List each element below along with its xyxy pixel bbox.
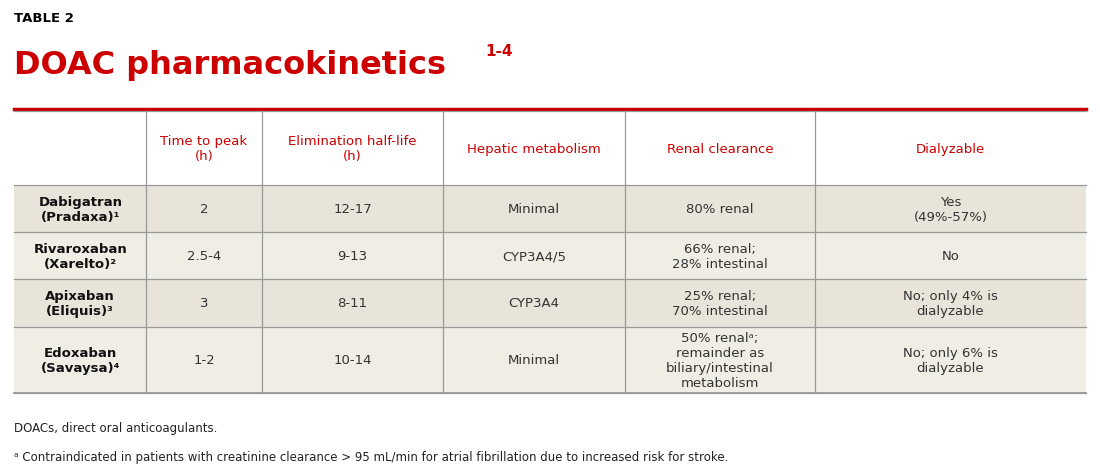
Text: Edoxaban
(Savaysa)⁴: Edoxaban (Savaysa)⁴	[41, 346, 120, 374]
Text: DOACs, direct oral anticoagulants.: DOACs, direct oral anticoagulants.	[14, 421, 218, 434]
Text: 50% renalᵃ;
remainder as
biliary/intestinal
metabolism: 50% renalᵃ; remainder as biliary/intesti…	[667, 331, 773, 389]
Text: 2.5-4: 2.5-4	[187, 250, 221, 263]
Text: Hepatic metabolism: Hepatic metabolism	[468, 142, 601, 155]
Text: 12-17: 12-17	[333, 203, 372, 216]
Bar	[14, 233, 1086, 280]
Text: CYP3A4: CYP3A4	[508, 297, 560, 310]
Text: 9-13: 9-13	[338, 250, 367, 263]
Text: 66% renal;
28% intestinal: 66% renal; 28% intestinal	[672, 242, 768, 270]
Text: No: No	[942, 250, 959, 263]
Text: Apixaban
(Eliquis)³: Apixaban (Eliquis)³	[45, 289, 116, 317]
Text: ᵃ Contraindicated in patients with creatinine clearance > 95 mL/min for atrial f: ᵃ Contraindicated in patients with creat…	[14, 450, 728, 463]
Text: 8-11: 8-11	[338, 297, 367, 310]
Text: 25% renal;
70% intestinal: 25% renal; 70% intestinal	[672, 289, 768, 317]
Text: No; only 4% is
dialyzable: No; only 4% is dialyzable	[903, 289, 998, 317]
Text: Minimal: Minimal	[508, 353, 560, 366]
Text: TABLE 2: TABLE 2	[14, 12, 74, 25]
Text: DOAC pharmacokinetics: DOAC pharmacokinetics	[14, 50, 447, 81]
Bar	[14, 112, 1086, 186]
Text: Elimination half-life
(h): Elimination half-life (h)	[288, 135, 417, 163]
Bar	[14, 186, 1086, 233]
Text: Minimal: Minimal	[508, 203, 560, 216]
Text: 2: 2	[200, 203, 208, 216]
Text: Yes
(49%-57%): Yes (49%-57%)	[913, 195, 988, 223]
Text: Renal clearance: Renal clearance	[667, 142, 773, 155]
Text: Rivaroxaban
(Xarelto)²: Rivaroxaban (Xarelto)²	[33, 242, 128, 270]
Text: Dabigatran
(Pradaxa)¹: Dabigatran (Pradaxa)¹	[39, 195, 122, 223]
Text: 80% renal: 80% renal	[686, 203, 754, 216]
Text: 10-14: 10-14	[333, 353, 372, 366]
Bar	[14, 280, 1086, 327]
Text: 1-2: 1-2	[194, 353, 214, 366]
Text: Time to peak
(h): Time to peak (h)	[161, 135, 248, 163]
Text: No; only 6% is
dialyzable: No; only 6% is dialyzable	[903, 346, 998, 374]
Text: CYP3A4/5: CYP3A4/5	[502, 250, 566, 263]
Text: Dialyzable: Dialyzable	[916, 142, 984, 155]
Text: 1-4: 1-4	[485, 44, 513, 59]
Bar	[14, 327, 1086, 393]
Text: 3: 3	[200, 297, 208, 310]
